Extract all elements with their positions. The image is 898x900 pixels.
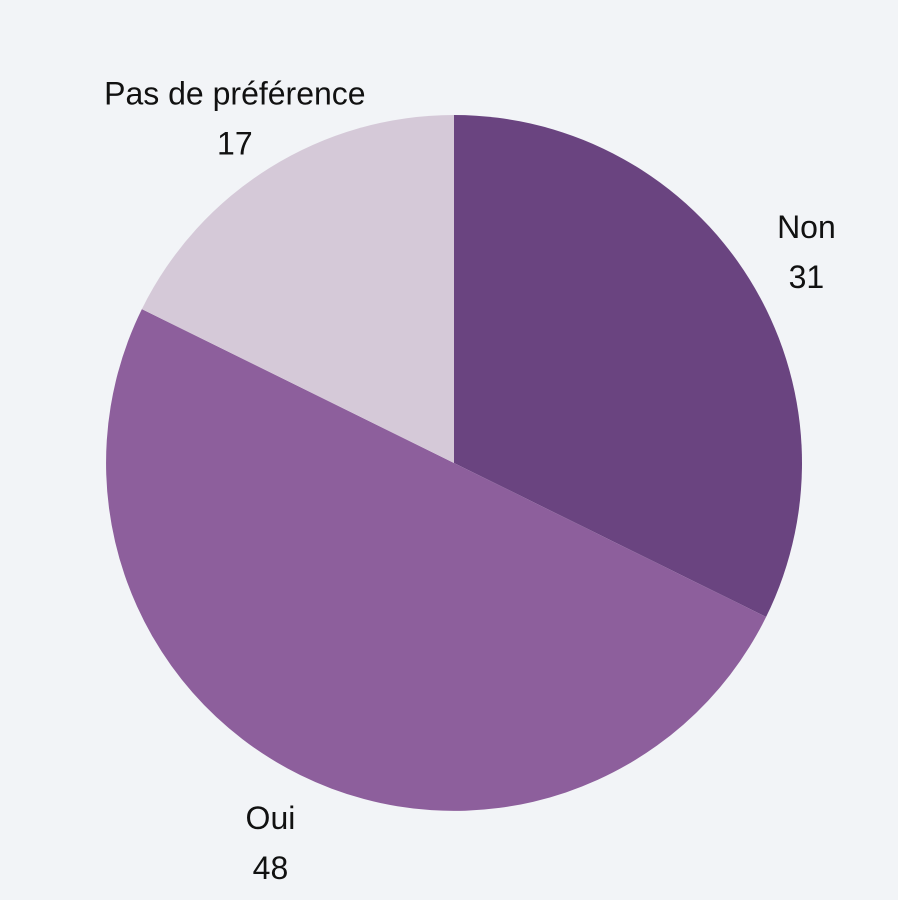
pie-slice-1 (106, 309, 767, 811)
slice-label-2: Pas de préférence (104, 76, 366, 112)
slice-value-1: 48 (253, 850, 289, 886)
pie-slice-2 (141, 115, 454, 463)
slice-value-2: 17 (217, 126, 253, 162)
pie-slices (106, 115, 802, 811)
slice-value-0: 31 (789, 259, 825, 295)
pie-labels: Non 31 Oui 48 Pas de préférence 17 (104, 76, 836, 887)
pie-slice-0 (454, 115, 802, 617)
slice-label-1: Oui (246, 800, 296, 836)
slice-label-0: Non (777, 209, 836, 245)
